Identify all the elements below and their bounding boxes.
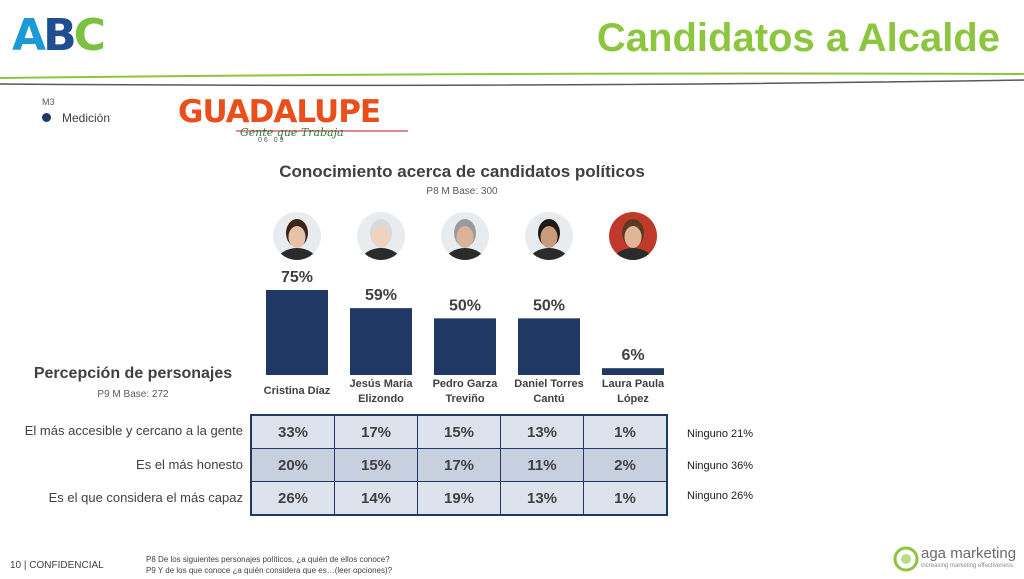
bar-value-label: 50% xyxy=(533,297,565,314)
table-cell: 1% xyxy=(583,414,668,449)
table-cell: 19% xyxy=(417,481,501,516)
table-row: 26% 14% 19% 13% 1% xyxy=(250,481,668,516)
table-cell: 17% xyxy=(417,448,501,482)
table-cell: 11% xyxy=(500,448,584,482)
legend-label: Medición xyxy=(62,111,111,125)
bar-1 xyxy=(350,308,412,375)
table-cell: 33% xyxy=(250,414,335,449)
guadalupe-tagline: Gente que Trabaja xyxy=(240,126,344,139)
candidate-name: Pedro Garza Treviño xyxy=(432,378,498,405)
abc-logo: ABC xyxy=(12,10,106,61)
chart-subtitle: P8 M Base: 300 xyxy=(426,186,498,197)
guadalupe-years: 06 09 xyxy=(258,137,286,144)
candidate-name: Jesús María Elizondo xyxy=(349,378,413,405)
legend-series-code: M3 xyxy=(42,97,55,107)
perception-base: P9 M Base: 272 xyxy=(97,389,169,400)
bar-2 xyxy=(434,318,496,375)
candidate-name: Cristina Díaz xyxy=(263,385,331,397)
guadalupe-underline xyxy=(236,130,408,132)
page-title: Candidatos a Alcalde xyxy=(596,16,1000,60)
table-cell: 20% xyxy=(250,448,335,482)
row-label-capaz: Es el que considera el más capaz xyxy=(48,490,243,505)
table-cell: 17% xyxy=(334,414,418,449)
ninguno-capaz: Ninguno 26% xyxy=(687,490,754,502)
ninguno-honesto: Ninguno 36% xyxy=(687,460,754,472)
table-cell: 15% xyxy=(334,448,418,482)
daniel-torres-photo-icon xyxy=(525,212,573,260)
guadalupe-logo-word: GUADALUPE xyxy=(178,94,381,130)
bar-4 xyxy=(602,368,664,375)
legend-marker xyxy=(42,113,51,122)
row-label-accesible: El más accesible y cercano a la gente xyxy=(24,423,243,438)
table-cell: 26% xyxy=(250,481,335,516)
chart-title: Conocimiento acerca de candidatos políti… xyxy=(279,162,645,181)
ninguno-accesible: Ninguno 21% xyxy=(687,428,754,440)
row-label-honesto: Es el más honesto xyxy=(136,457,243,472)
cristina-diaz-photo-icon xyxy=(273,212,321,260)
bar-value-label: 6% xyxy=(621,347,644,364)
header-divider xyxy=(0,72,1024,87)
brand-name: aga marketing xyxy=(921,545,1017,562)
table-cell: 1% xyxy=(583,481,668,516)
bar-value-label: 75% xyxy=(281,269,313,286)
bar-value-label: 59% xyxy=(365,287,397,304)
candidate-name: Daniel Torres Cantú xyxy=(514,378,584,405)
page-number: 10 | CONFIDENCIAL xyxy=(10,560,104,571)
bar-0 xyxy=(266,290,328,375)
aga-logo-icon xyxy=(893,546,919,572)
pedro-garza-photo-icon xyxy=(441,212,489,260)
jesus-maria-elizondo-photo-icon xyxy=(357,212,405,260)
table-cell: 13% xyxy=(500,414,584,449)
table-cell: 15% xyxy=(417,414,501,449)
table-row: 20% 15% 17% 11% 2% xyxy=(250,448,668,482)
bar-3 xyxy=(518,318,580,375)
table-cell: 13% xyxy=(500,481,584,516)
table-cell: 14% xyxy=(334,481,418,516)
brand-tagline: increasing marketing effectiveness xyxy=(921,563,1013,569)
candidate-name: Laura Paula López xyxy=(601,378,665,405)
laura-paula-photo-icon xyxy=(609,212,657,260)
bar-value-label: 50% xyxy=(449,297,481,314)
footnote: P8 De los siguientes personajes político… xyxy=(146,555,393,575)
table-cell: 2% xyxy=(583,448,668,482)
perception-table: 33% 17% 15% 13% 1% 20% 15% 17% 11% 2% 26… xyxy=(250,414,668,516)
table-row: 33% 17% 15% 13% 1% xyxy=(250,414,668,449)
perception-title: Percepción de personajes xyxy=(33,365,233,382)
